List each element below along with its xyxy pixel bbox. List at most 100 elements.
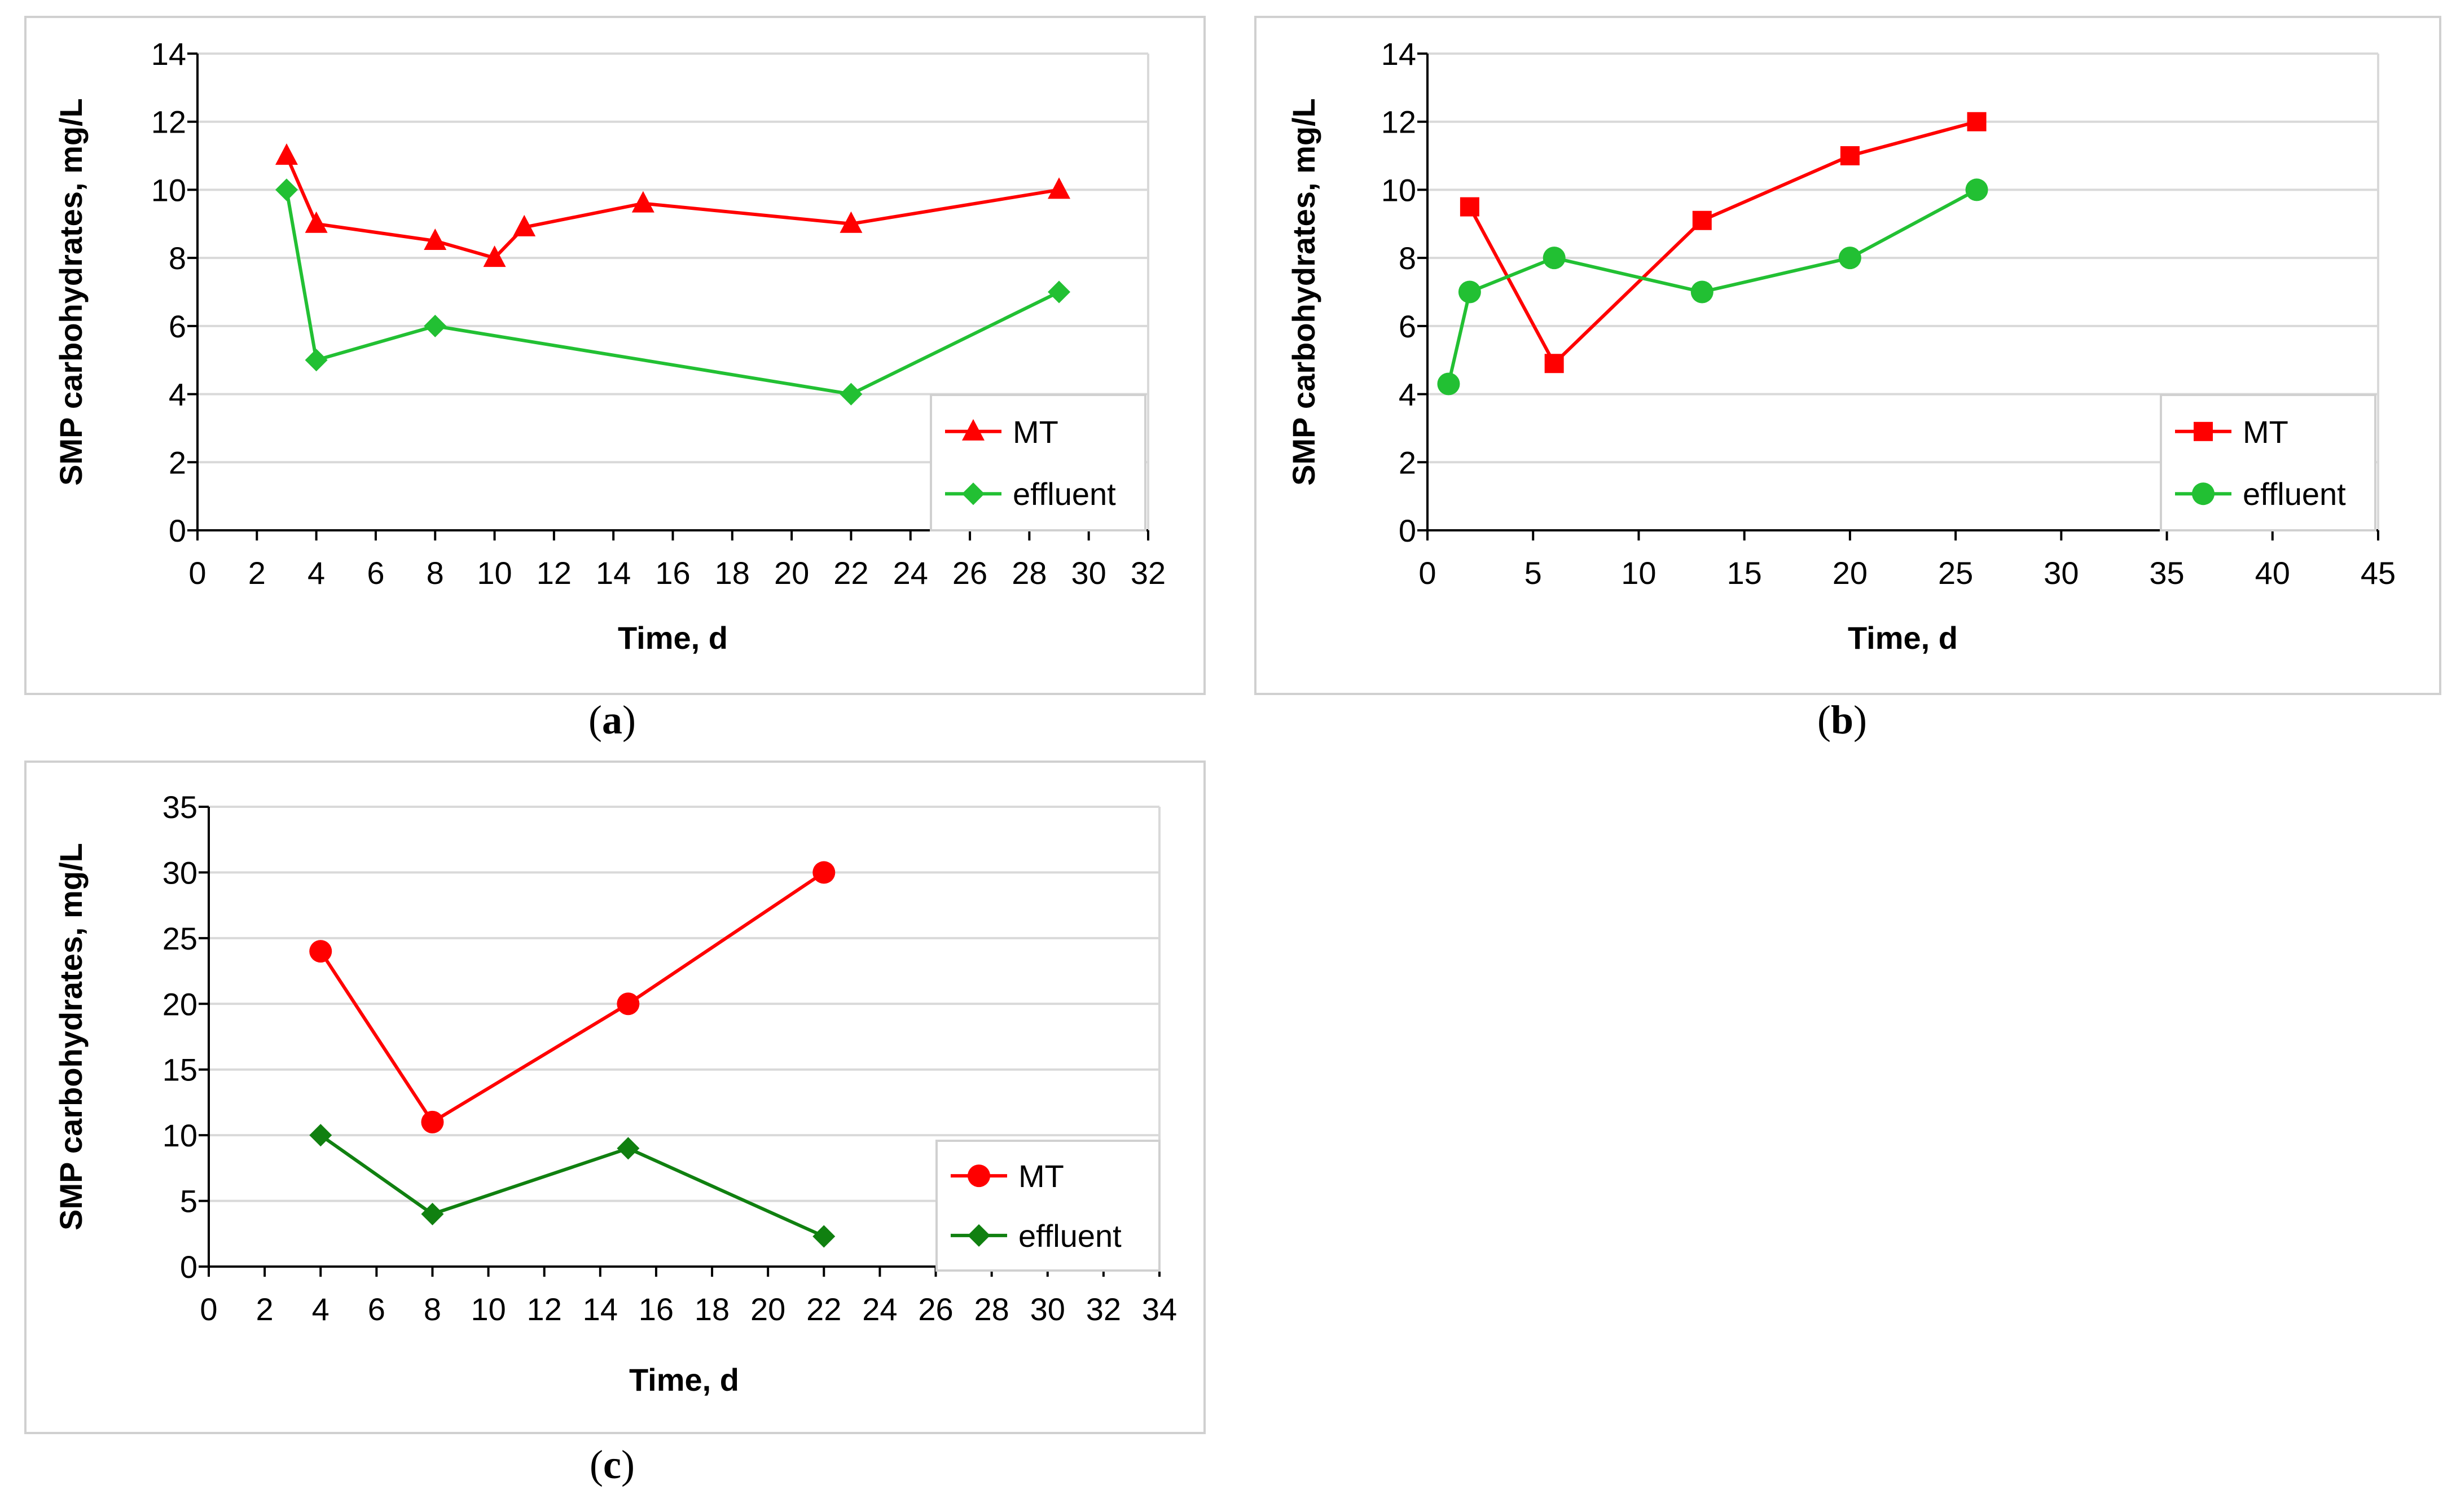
x-tick-label: 28 [1012, 555, 1047, 591]
data-point [483, 245, 506, 267]
y-tick-label: 25 [162, 921, 197, 956]
x-tick-label: 30 [1030, 1291, 1065, 1327]
x-tick-label: 32 [1086, 1291, 1121, 1327]
data-point [631, 191, 654, 213]
x-axis-title: Time, d [618, 620, 728, 656]
x-tick-label: 22 [833, 555, 868, 591]
series-MT [275, 143, 1071, 267]
y-tick-label: 15 [162, 1052, 197, 1088]
x-tick-label: 25 [1938, 555, 1973, 591]
x-tick-label: 16 [639, 1291, 674, 1327]
data-point [1838, 247, 1861, 270]
y-tick-label: 35 [162, 789, 197, 825]
data-point [424, 314, 447, 337]
legend-swatch-marker [962, 419, 985, 441]
series-effluent [309, 1124, 836, 1248]
series-line [319, 1133, 825, 1238]
series-line [285, 155, 1060, 260]
data-point [305, 349, 328, 372]
series-line [1447, 188, 1978, 385]
legend-box [935, 1140, 1161, 1272]
x-tick-label: 15 [1727, 555, 1762, 591]
data-point [275, 143, 298, 165]
y-tick-label: 5 [180, 1184, 197, 1219]
x-axis-title: Time, d [1848, 620, 1958, 656]
data-point [840, 383, 863, 406]
x-tick-label: 24 [893, 555, 928, 591]
y-tick-label: 30 [162, 855, 197, 890]
y-tick-label: 8 [1399, 240, 1416, 276]
x-tick-label: 14 [596, 555, 631, 591]
x-tick-label: 24 [862, 1291, 897, 1327]
y-tick-label: 12 [151, 104, 186, 140]
legend: MT effluent [2160, 394, 2376, 531]
chart-frame [24, 761, 1206, 1434]
legend-swatch-marker [2194, 421, 2213, 441]
x-tick-label: 10 [471, 1291, 506, 1327]
data-point [1544, 354, 1564, 373]
chart-frame [1254, 16, 2441, 695]
data-point [309, 1124, 332, 1147]
x-tick-label: 12 [527, 1291, 562, 1327]
x-tick-label: 30 [1071, 555, 1106, 591]
y-tick-label: 12 [1381, 104, 1416, 140]
x-tick-label: 18 [695, 1291, 730, 1327]
x-tick-label: 8 [427, 555, 444, 591]
x-axis-title: Time, d [629, 1362, 739, 1397]
panel-caption: (a) [588, 697, 636, 742]
data-point [1437, 372, 1460, 395]
y-tick-label: 0 [1399, 513, 1416, 548]
data-point [1840, 146, 1860, 166]
x-tick-label: 6 [367, 555, 384, 591]
y-axis-title: SMP carbohydrates, mg/L [53, 843, 89, 1230]
x-tick-label: 18 [715, 555, 750, 591]
series-MT [309, 861, 836, 1133]
x-tick-label: 40 [2255, 555, 2290, 591]
legend-label: MT [1013, 414, 1058, 450]
data-point [421, 1110, 444, 1133]
data-point [1460, 197, 1479, 217]
x-tick-label: 2 [256, 1291, 274, 1327]
y-tick-label: 14 [151, 36, 186, 72]
legend: MT effluent [935, 1140, 1161, 1272]
panel-caption: (c) [590, 1442, 635, 1487]
data-point [1965, 178, 1988, 201]
data-point [305, 211, 328, 233]
y-tick-label: 20 [162, 986, 197, 1022]
x-tick-label: 14 [583, 1291, 618, 1327]
x-tick-label: 34 [1142, 1291, 1177, 1327]
y-tick-label: 10 [162, 1118, 197, 1153]
x-tick-label: 28 [974, 1291, 1009, 1327]
legend-label: MT [1018, 1158, 1064, 1194]
data-point [812, 861, 836, 884]
y-tick-label: 14 [1381, 36, 1416, 72]
x-tick-label: 45 [2361, 555, 2396, 591]
series-line [319, 871, 825, 1124]
y-tick-label: 4 [1399, 377, 1416, 412]
x-tick-label: 22 [806, 1291, 841, 1327]
legend-swatch-marker [962, 482, 985, 506]
data-point [812, 1225, 836, 1248]
x-tick-label: 2 [248, 555, 266, 591]
data-point [617, 1137, 640, 1160]
y-tick-label: 4 [169, 377, 186, 412]
x-tick-label: 0 [200, 1291, 217, 1327]
x-tick-label: 16 [655, 555, 690, 591]
data-point [840, 211, 863, 233]
x-tick-label: 8 [424, 1291, 441, 1327]
chart-panel-b: 0 2 4 6 8 10 12 14 0 5 10 15 20 25 30 35 40 45 Time, d SMP … [1254, 16, 2441, 742]
y-tick-label: 10 [1381, 172, 1416, 208]
data-point [1692, 210, 1712, 230]
x-tick-label: 26 [952, 555, 987, 591]
y-tick-label: 10 [151, 172, 186, 208]
x-tick-label: 20 [774, 555, 809, 591]
y-tick-label: 2 [1399, 445, 1416, 480]
x-tick-label: 0 [188, 555, 206, 591]
y-axis-title: SMP carbohydrates, mg/L [1286, 98, 1321, 486]
legend-box [2160, 394, 2376, 531]
x-tick-label: 35 [2149, 555, 2184, 591]
y-tick-label: 0 [169, 513, 186, 548]
